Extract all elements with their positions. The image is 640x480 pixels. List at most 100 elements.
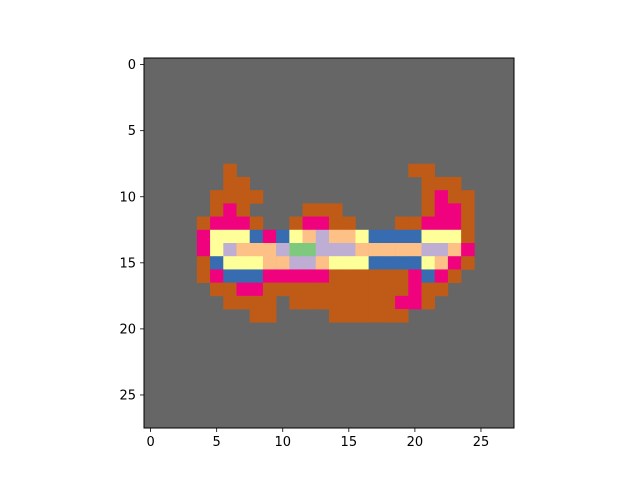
heatmap-cell	[461, 190, 475, 204]
heatmap-cells	[144, 58, 514, 428]
heatmap-cell	[395, 256, 409, 270]
heatmap-cell	[461, 256, 475, 270]
heatmap-cell	[421, 243, 436, 257]
x-tick-label: 25	[473, 435, 490, 450]
heatmap-cell	[236, 216, 251, 231]
heatmap-cell	[368, 282, 383, 297]
heatmap-cell	[434, 176, 449, 191]
heatmap-cell	[368, 309, 383, 323]
heatmap-cell	[421, 203, 436, 217]
heatmap-cell	[223, 256, 237, 270]
heatmap-cell	[210, 243, 224, 257]
heatmap-cell	[262, 269, 277, 283]
heatmap-cell	[434, 269, 449, 283]
heatmap-cell	[236, 203, 251, 217]
heatmap-cell	[381, 256, 396, 270]
heatmap-cell	[381, 269, 396, 283]
heatmap-cell	[329, 282, 343, 297]
heatmap-cell	[381, 295, 396, 310]
heatmap-cell	[355, 256, 369, 270]
y-tick-label: 0	[128, 58, 136, 73]
heatmap-cell	[368, 243, 383, 257]
heatmap-cell	[223, 190, 237, 204]
heatmap-cell	[329, 229, 343, 244]
heatmap-cell	[329, 203, 343, 217]
heatmap-cell	[329, 216, 343, 231]
heatmap-cell	[381, 229, 396, 244]
heatmap-cell	[223, 243, 237, 257]
heatmap-cell	[408, 243, 422, 257]
heatmap-cell	[447, 256, 462, 270]
heatmap-cell	[395, 295, 409, 310]
x-tick-label: 5	[213, 435, 221, 450]
heatmap-cell	[342, 256, 356, 270]
heatmap-cell	[434, 216, 449, 231]
heatmap-cell	[421, 229, 436, 244]
heatmap-cell	[447, 243, 462, 257]
heatmap-cell	[210, 282, 224, 297]
heatmap-cell	[342, 216, 356, 231]
y-tick-label: 25	[119, 388, 136, 403]
heatmap-cell	[395, 243, 409, 257]
heatmap-cell	[289, 229, 303, 244]
heatmap-cell	[461, 216, 475, 231]
heatmap-cell	[421, 176, 436, 191]
heatmap-cell	[262, 309, 277, 323]
heatmap-cell	[249, 229, 264, 244]
heatmap-cell	[395, 269, 409, 283]
heatmap-cell	[355, 243, 369, 257]
heatmap-cell	[302, 282, 317, 297]
heatmap-cell	[249, 269, 264, 283]
heatmap-cell	[315, 229, 330, 244]
heatmap-cell	[434, 229, 449, 244]
heatmap-cell	[408, 216, 422, 231]
heatmap-cell	[276, 282, 290, 297]
heatmap-cell	[249, 309, 264, 323]
y-tick-label: 20	[119, 322, 136, 337]
heatmap-cell	[395, 229, 409, 244]
heatmap-cell	[461, 203, 475, 217]
heatmap-cell	[302, 295, 317, 310]
x-tick-label: 20	[407, 435, 424, 450]
heatmap-cell	[236, 295, 251, 310]
heatmap-cell	[381, 243, 396, 257]
heatmap-cell	[210, 190, 224, 204]
heatmap-cell	[223, 229, 237, 244]
heatmap-cell	[329, 269, 343, 283]
heatmap-cell	[302, 256, 317, 270]
heatmap-cell	[289, 282, 303, 297]
heatmap-cell	[196, 256, 211, 270]
heatmap-cell	[249, 243, 264, 257]
heatmap-cell	[276, 269, 290, 283]
heatmap-cell	[342, 282, 356, 297]
heatmap-cell	[447, 269, 462, 283]
heatmap-cell	[408, 256, 422, 270]
heatmap-cell	[434, 243, 449, 257]
heatmap-cell	[447, 190, 462, 204]
heatmap-cell	[342, 295, 356, 310]
heatmap-cell	[196, 243, 211, 257]
heatmap-cell	[223, 176, 237, 191]
heatmap-cell	[434, 190, 449, 204]
heatmap-cell	[289, 256, 303, 270]
heatmap-cell	[236, 190, 251, 204]
heatmap-cell	[223, 269, 237, 283]
x-tick-label: 10	[274, 435, 291, 450]
heatmap-cell	[249, 282, 264, 297]
heatmap-cell	[302, 243, 317, 257]
heatmap-cell	[408, 295, 422, 310]
heatmap-cell	[368, 269, 383, 283]
heatmap-cell	[210, 269, 224, 283]
heatmap-cell	[302, 269, 317, 283]
heatmap-cell	[196, 229, 211, 244]
heatmap-cell	[421, 256, 436, 270]
heatmap-cell	[395, 216, 409, 231]
heatmap-cell	[210, 256, 224, 270]
heatmap-cell	[355, 295, 369, 310]
heatmap-cell	[408, 229, 422, 244]
heatmap-cell	[408, 163, 422, 178]
heatmap-cell	[223, 163, 237, 178]
heatmap-cell	[421, 295, 436, 310]
heatmap-cell	[381, 282, 396, 297]
heatmap-cell	[289, 295, 303, 310]
